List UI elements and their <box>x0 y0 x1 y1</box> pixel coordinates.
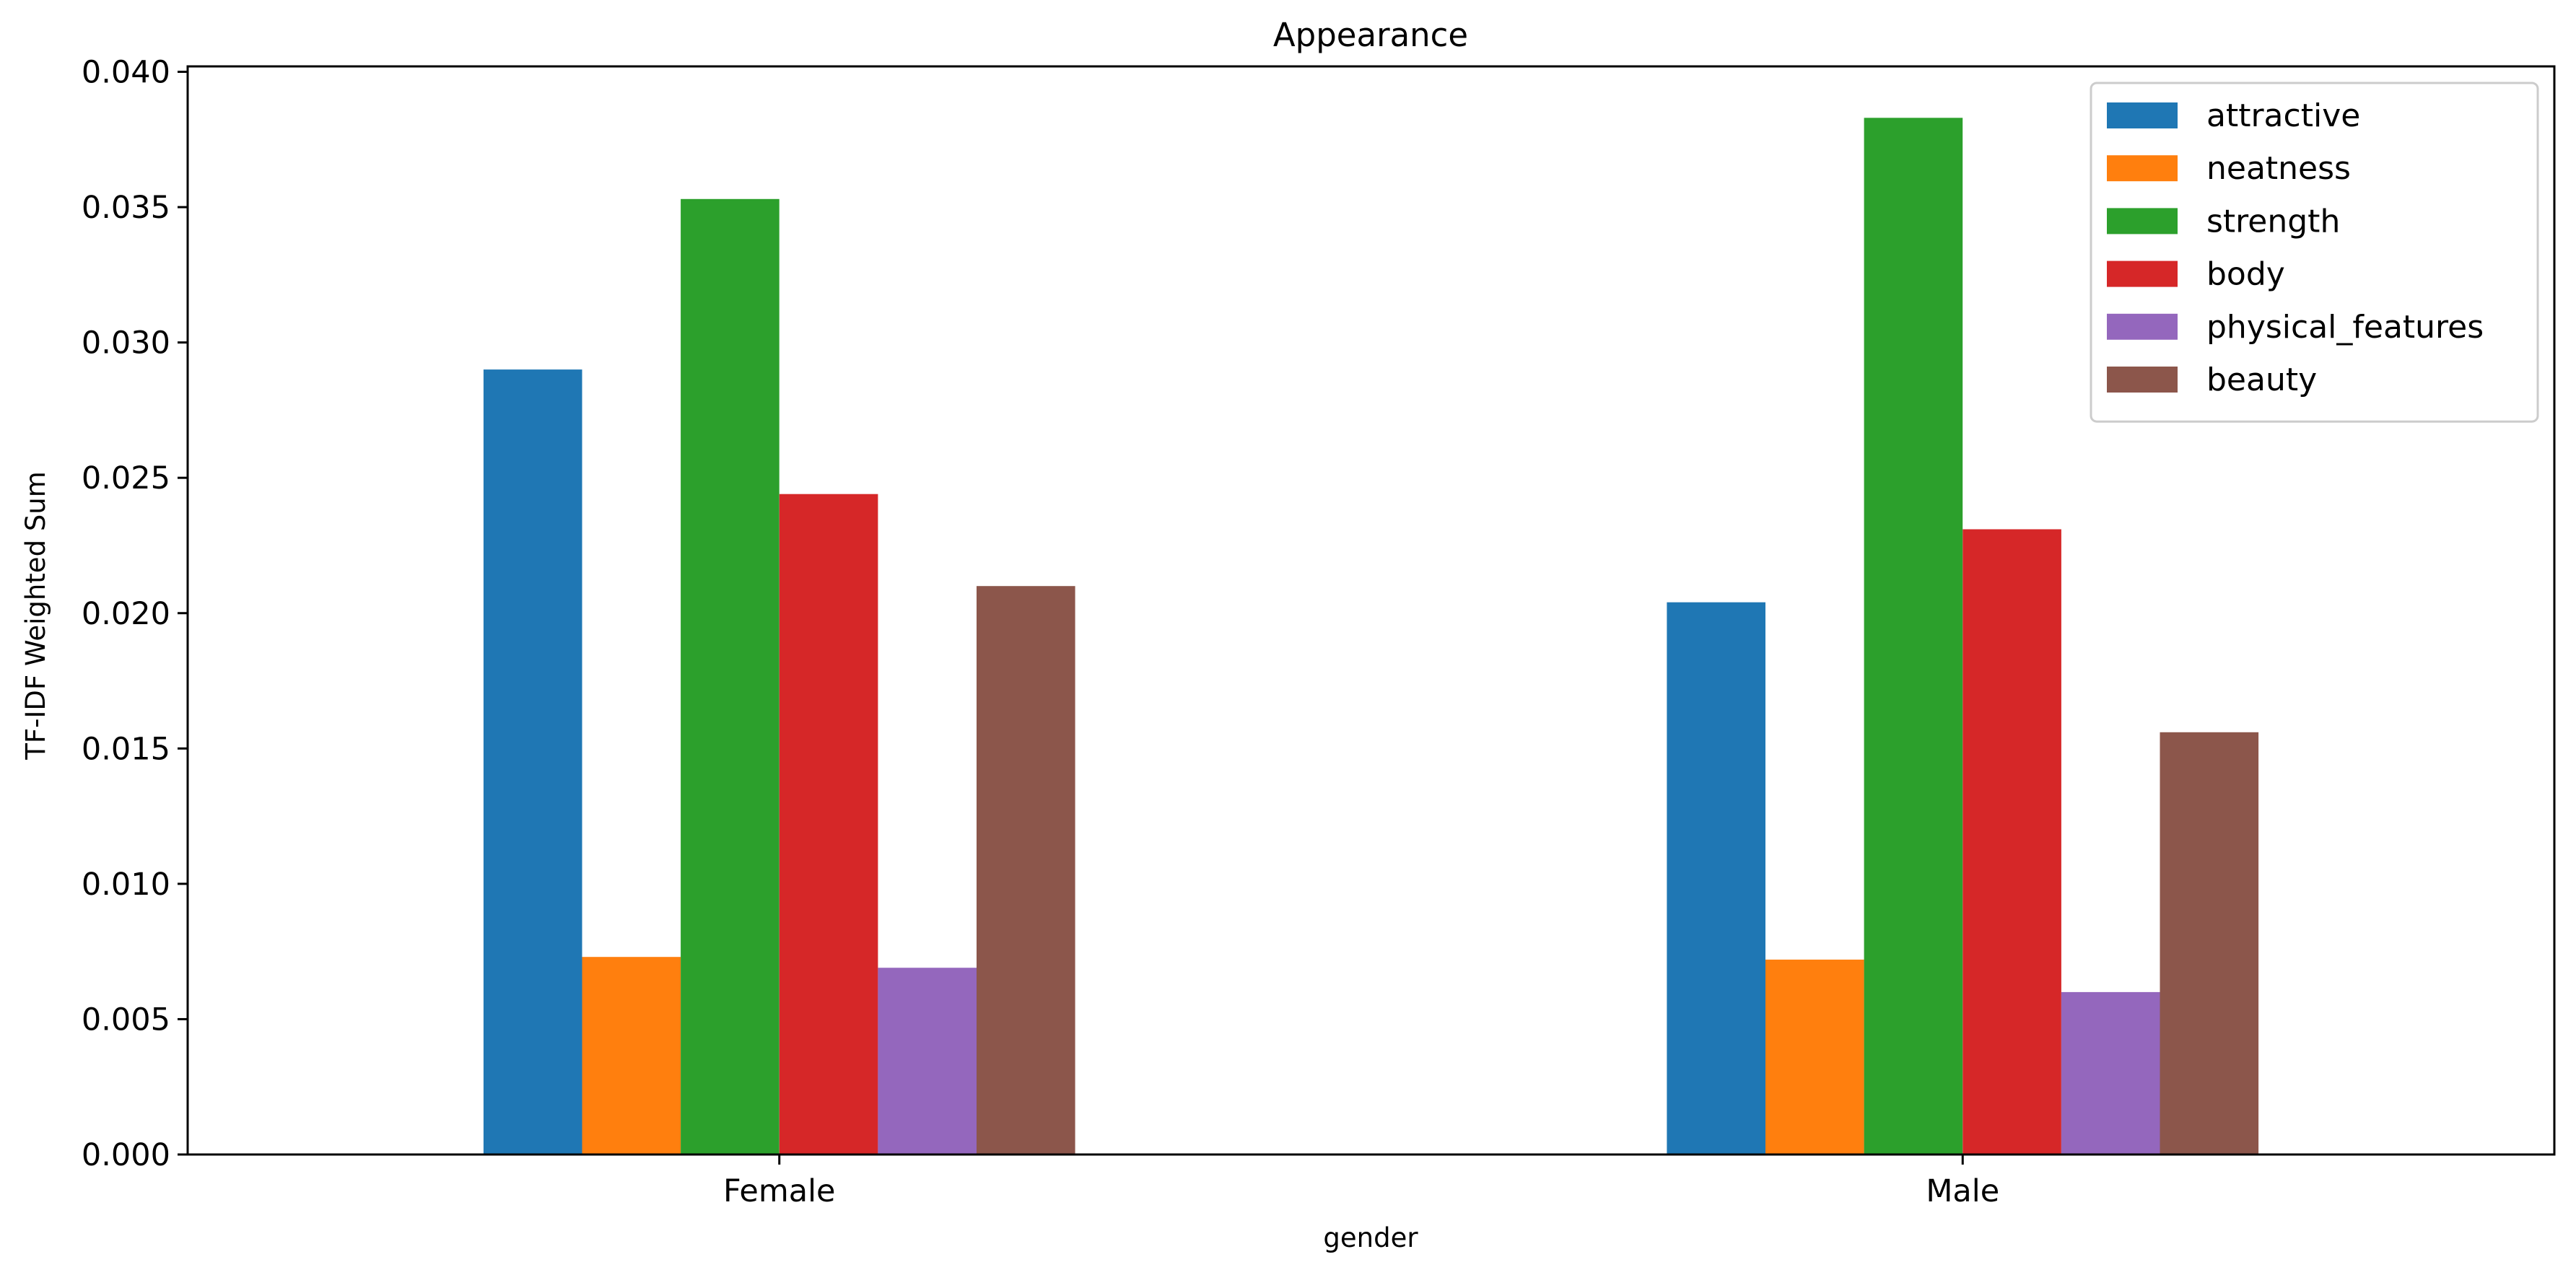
y-tick-label: 0.040 <box>82 55 170 91</box>
y-tick-label: 0.035 <box>82 190 170 226</box>
legend-label-body: body <box>2206 256 2285 293</box>
bar-beauty-female <box>977 586 1075 1154</box>
bar-attractive-male <box>1667 602 1765 1154</box>
y-tick-label: 0.005 <box>82 1002 170 1038</box>
y-axis: 0.000 0.005 0.010 0.015 0.020 0.025 0.030 0.035… <box>82 55 188 1173</box>
chart-title: Appearance <box>1273 16 1468 54</box>
legend-label-strength: strength <box>2206 203 2340 240</box>
y-tick-label: 0.015 <box>82 731 170 767</box>
bar-beauty-male <box>2160 732 2259 1154</box>
y-axis-label: TF-IDF Weighted Sum <box>20 471 51 761</box>
bar-body-male <box>1962 529 2061 1154</box>
legend-label-attractive: attractive <box>2206 97 2360 134</box>
bar-neatness-female <box>582 957 681 1154</box>
bars-group <box>483 118 2259 1154</box>
legend-frame <box>2090 82 2539 423</box>
bar-attractive-female <box>483 369 582 1154</box>
bar-strength-male <box>1864 118 1963 1154</box>
legend-label-beauty: beauty <box>2206 362 2317 398</box>
bar-neatness-male <box>1765 959 1864 1154</box>
bar-strength-female <box>681 198 780 1154</box>
y-tick-label: 0.010 <box>82 867 170 903</box>
x-axis-label: gender <box>1323 1222 1418 1253</box>
y-tick-label: 0.025 <box>82 460 170 496</box>
bar-physical_features-female <box>878 968 977 1154</box>
legend-swatch-strength <box>2107 208 2178 235</box>
bar-physical_features-male <box>2061 991 2160 1154</box>
plot-frame <box>186 65 2556 1156</box>
bar-body-female <box>779 494 878 1154</box>
x-tick-label-male: Male <box>1926 1173 1999 1209</box>
legend-swatch-attractive <box>2107 102 2178 128</box>
y-tick-label: 0.030 <box>82 325 170 362</box>
legend-swatch-body <box>2107 260 2178 287</box>
y-tick-label: 0.000 <box>82 1137 170 1173</box>
y-tick-label: 0.020 <box>82 596 170 632</box>
x-tick-label-female: Female <box>723 1173 835 1209</box>
legend: attractive neatness strength body physical_f… <box>2090 82 2539 423</box>
legend-swatch-physical_features <box>2107 313 2178 340</box>
legend-label-neatness: neatness <box>2206 150 2351 187</box>
x-axis: Female Male <box>723 1154 1999 1209</box>
legend-swatch-neatness <box>2107 155 2178 182</box>
legend-label-physical_features: physical_features <box>2206 309 2484 346</box>
legend-swatch-beauty <box>2107 367 2178 393</box>
